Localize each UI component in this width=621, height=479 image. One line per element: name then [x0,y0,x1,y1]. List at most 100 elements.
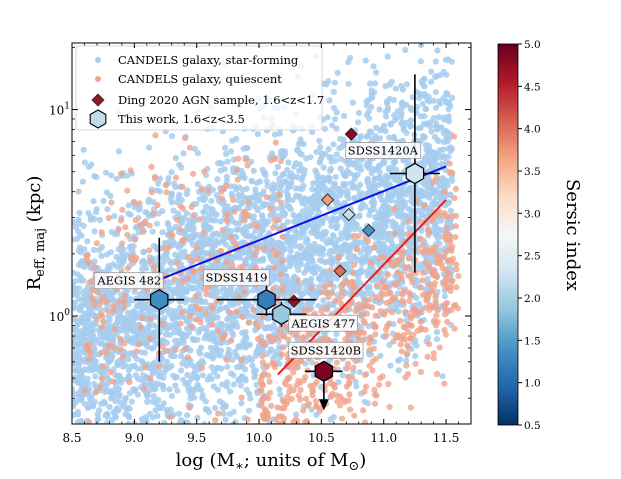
bg-point-star-forming [278,277,285,285]
bg-point-quiescent [161,245,168,252]
bg-point-star-forming [171,337,179,344]
bg-point-star-forming [284,280,291,287]
bg-point-star-forming [172,154,179,162]
bg-point-star-forming [125,367,132,374]
bg-point-quiescent [417,235,424,242]
bg-point-quiescent [376,255,383,262]
bg-point-star-forming [82,382,89,389]
bg-point-star-forming [173,241,180,248]
bg-point-star-forming [391,117,398,124]
bg-point-star-forming [314,174,321,181]
bg-point-star-forming [309,129,316,136]
bg-point-quiescent [350,269,357,277]
bg-point-quiescent [419,242,426,249]
bg-point-star-forming [304,237,311,244]
bg-point-quiescent [223,259,230,266]
bg-point-quiescent [220,186,227,193]
bg-point-star-forming [90,198,97,205]
bg-point-quiescent [372,331,379,338]
bg-point-quiescent [447,287,454,294]
bg-point-star-forming [188,233,195,240]
bg-point-quiescent [244,212,251,219]
bg-point-quiescent [387,289,394,296]
ding-agn-diamond [342,207,356,222]
bg-point-quiescent [339,281,347,289]
bg-point-quiescent [257,387,265,394]
bg-point-star-forming [211,368,218,375]
bg-point-quiescent [452,301,459,309]
bg-point-quiescent [405,329,412,336]
bg-point-star-forming [448,145,456,152]
bg-point-star-forming [385,164,392,171]
bg-point-star-forming [101,398,108,405]
bg-point-star-forming [171,180,178,187]
bg-point-quiescent [304,402,311,409]
bg-point-star-forming [217,167,224,174]
bg-point-star-forming [425,93,432,100]
bg-point-star-forming [93,174,100,181]
bg-point-quiescent [372,294,379,301]
bg-point-star-forming [252,352,259,359]
bg-point-star-forming [115,148,122,155]
bg-point-star-forming [376,169,383,176]
this-work-point: AEGIS 482 [93,237,185,362]
bg-point-star-forming [313,148,320,156]
bg-point-star-forming [118,376,125,383]
bg-point-star-forming [401,199,409,206]
bg-point-quiescent [194,305,201,312]
bg-point-quiescent [238,356,245,363]
bg-point-star-forming [432,73,439,80]
bg-point-star-forming [296,150,303,157]
bg-point-star-forming [224,379,231,386]
bg-point-quiescent [201,285,208,293]
bg-point-star-forming [249,362,256,369]
bg-point-star-forming [238,400,245,407]
bg-point-star-forming [204,216,211,224]
bg-point-star-forming [175,329,182,336]
bg-point-star-forming [435,113,442,121]
bg-point-star-forming [180,336,187,343]
bg-point-quiescent [296,380,303,387]
bg-point-star-forming [134,356,141,363]
bg-point-star-forming [159,382,166,389]
bg-point-star-forming [72,316,77,323]
bg-point-quiescent [277,329,284,336]
bg-point-star-forming [180,229,187,236]
bg-point-star-forming [360,245,367,252]
bg-point-quiescent [351,261,358,268]
bg-point-star-forming [85,163,92,170]
bg-point-star-forming [388,78,395,85]
bg-point-star-forming [262,238,269,245]
bg-point-star-forming [276,130,283,137]
bg-point-star-forming [285,159,292,166]
bg-point-quiescent [228,337,235,344]
bg-point-quiescent [235,155,242,162]
bg-point-star-forming [331,79,338,86]
bg-point-quiescent [223,357,231,364]
bg-point-star-forming [224,363,231,370]
bg-point-quiescent [98,229,105,236]
bg-point-quiescent [377,375,384,382]
bg-point-star-forming [168,133,176,140]
bg-point-quiescent [385,320,392,327]
bg-point-quiescent [126,379,133,386]
fit-line [158,165,447,281]
bg-point-star-forming [434,235,442,242]
bg-point-star-forming [258,212,266,219]
bg-point-star-forming [122,395,129,402]
bg-point-star-forming [178,164,185,171]
bg-point-quiescent [184,253,192,260]
bg-point-star-forming [78,314,85,321]
bg-point-star-forming [296,193,303,200]
bg-point-star-forming [195,329,202,336]
bg-point-star-forming [268,150,275,157]
bg-point-star-forming [386,341,393,349]
bg-point-quiescent [361,319,368,326]
bg-point-star-forming [106,358,113,365]
bg-point-quiescent [426,290,433,297]
bg-point-star-forming [351,194,358,202]
bg-point-quiescent [406,218,413,225]
bg-point-quiescent [430,350,437,357]
bg-point-quiescent [215,410,222,417]
bg-point-quiescent [453,284,460,291]
